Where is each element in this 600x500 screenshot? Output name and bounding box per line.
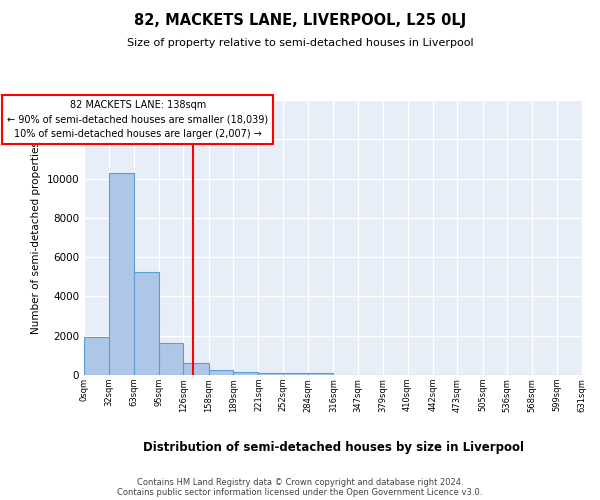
Text: Distribution of semi-detached houses by size in Liverpool: Distribution of semi-detached houses by …	[143, 441, 523, 454]
Bar	[233, 372, 259, 375]
Bar	[283, 373, 308, 375]
Bar	[184, 363, 209, 375]
Bar	[209, 370, 233, 375]
Text: 82 MACKETS LANE: 138sqm
← 90% of semi-detached houses are smaller (18,039)
10% o: 82 MACKETS LANE: 138sqm ← 90% of semi-de…	[7, 100, 268, 140]
Text: Size of property relative to semi-detached houses in Liverpool: Size of property relative to semi-detach…	[127, 38, 473, 48]
Text: 82, MACKETS LANE, LIVERPOOL, L25 0LJ: 82, MACKETS LANE, LIVERPOOL, L25 0LJ	[134, 12, 466, 28]
Bar	[259, 373, 283, 375]
Text: Contains HM Land Registry data © Crown copyright and database right 2024.
Contai: Contains HM Land Registry data © Crown c…	[118, 478, 482, 497]
Bar	[109, 172, 134, 375]
Bar	[134, 272, 159, 375]
Bar	[308, 374, 334, 375]
Bar	[159, 342, 184, 375]
Bar	[84, 336, 109, 375]
Y-axis label: Number of semi-detached properties: Number of semi-detached properties	[31, 141, 41, 334]
